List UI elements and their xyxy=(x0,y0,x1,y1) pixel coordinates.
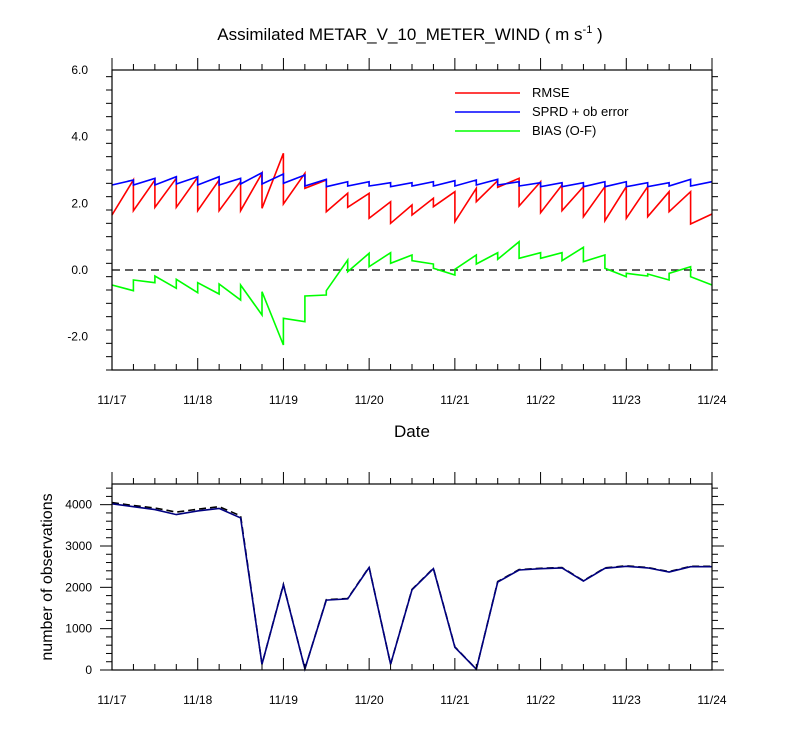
x-tick-label: 11/19 xyxy=(269,693,298,707)
series-assimilated-line xyxy=(111,503,712,672)
top-legend: RMSE SPRD + ob error BIAS (O-F) xyxy=(455,85,629,138)
bottom-x-tick-labels: 11/17 11/18 11/19 11/20 11/21 11/22 11/23 11/24 xyxy=(97,693,726,707)
y-tick-label: 2000 xyxy=(65,580,92,594)
series-possible-line xyxy=(111,501,712,672)
x-tick-label: 11/21 xyxy=(440,693,469,707)
x-tick-label: 11/24 xyxy=(697,393,726,407)
x-tick-label: 11/23 xyxy=(612,693,641,707)
series-rmse-line xyxy=(111,153,713,226)
x-tick-label: 11/18 xyxy=(183,393,212,407)
x-tick-label: 11/22 xyxy=(526,693,555,707)
x-tick-label: 11/19 xyxy=(269,393,298,407)
y-tick-label: 1000 xyxy=(65,622,92,636)
series-sprd-ob-error-line xyxy=(111,171,713,188)
legend-rmse-label: RMSE xyxy=(532,85,570,100)
bottom-y-axis-label: number of observations xyxy=(39,493,56,660)
x-tick-label: 11/22 xyxy=(526,393,555,407)
y-tick-label: -2.0 xyxy=(67,330,88,344)
top-ticks-layer xyxy=(106,58,718,371)
y-tick-label: 2.0 xyxy=(71,196,88,210)
bottom-ticks-layer xyxy=(100,472,724,671)
x-tick-label: 11/20 xyxy=(355,693,384,707)
bottom-series-layer xyxy=(111,501,712,672)
x-tick-label: 11/20 xyxy=(355,393,384,407)
x-tick-label: 11/18 xyxy=(183,693,212,707)
chart-title: Assimilated METAR_V_10_METER_WIND ( m s-… xyxy=(217,24,602,44)
x-tick-label: 11/23 xyxy=(612,393,641,407)
legend-sprd-label: SPRD + ob error xyxy=(532,104,629,119)
y-tick-label: 0 xyxy=(85,663,92,677)
bottom-y-tick-labels: 0 1000 2000 3000 4000 xyxy=(65,498,92,677)
top-x-tick-labels: 11/17 11/18 11/19 11/20 11/21 11/22 11/23 11/24 xyxy=(97,393,726,407)
top-y-tick-labels: -2.0 0.0 2.0 4.0 6.0 xyxy=(67,63,88,344)
legend-bias-label: BIAS (O-F) xyxy=(532,123,596,138)
y-tick-label: 4.0 xyxy=(71,130,88,144)
x-tick-label: 11/17 xyxy=(97,393,126,407)
top-series-layer xyxy=(111,153,713,346)
x-tick-label: 11/24 xyxy=(697,693,726,707)
x-tick-label: 11/17 xyxy=(97,693,126,707)
y-tick-label: 0.0 xyxy=(71,263,88,277)
y-tick-label: 4000 xyxy=(65,498,92,512)
top-plot-frame xyxy=(111,69,713,371)
y-tick-label: 3000 xyxy=(65,539,92,553)
y-tick-label: 6.0 xyxy=(71,63,88,77)
bottom-plot-frame xyxy=(111,483,713,671)
x-tick-label: 11/21 xyxy=(440,393,469,407)
top-x-axis-label: Date xyxy=(394,422,430,441)
series-bias-o-f-line xyxy=(111,240,713,346)
